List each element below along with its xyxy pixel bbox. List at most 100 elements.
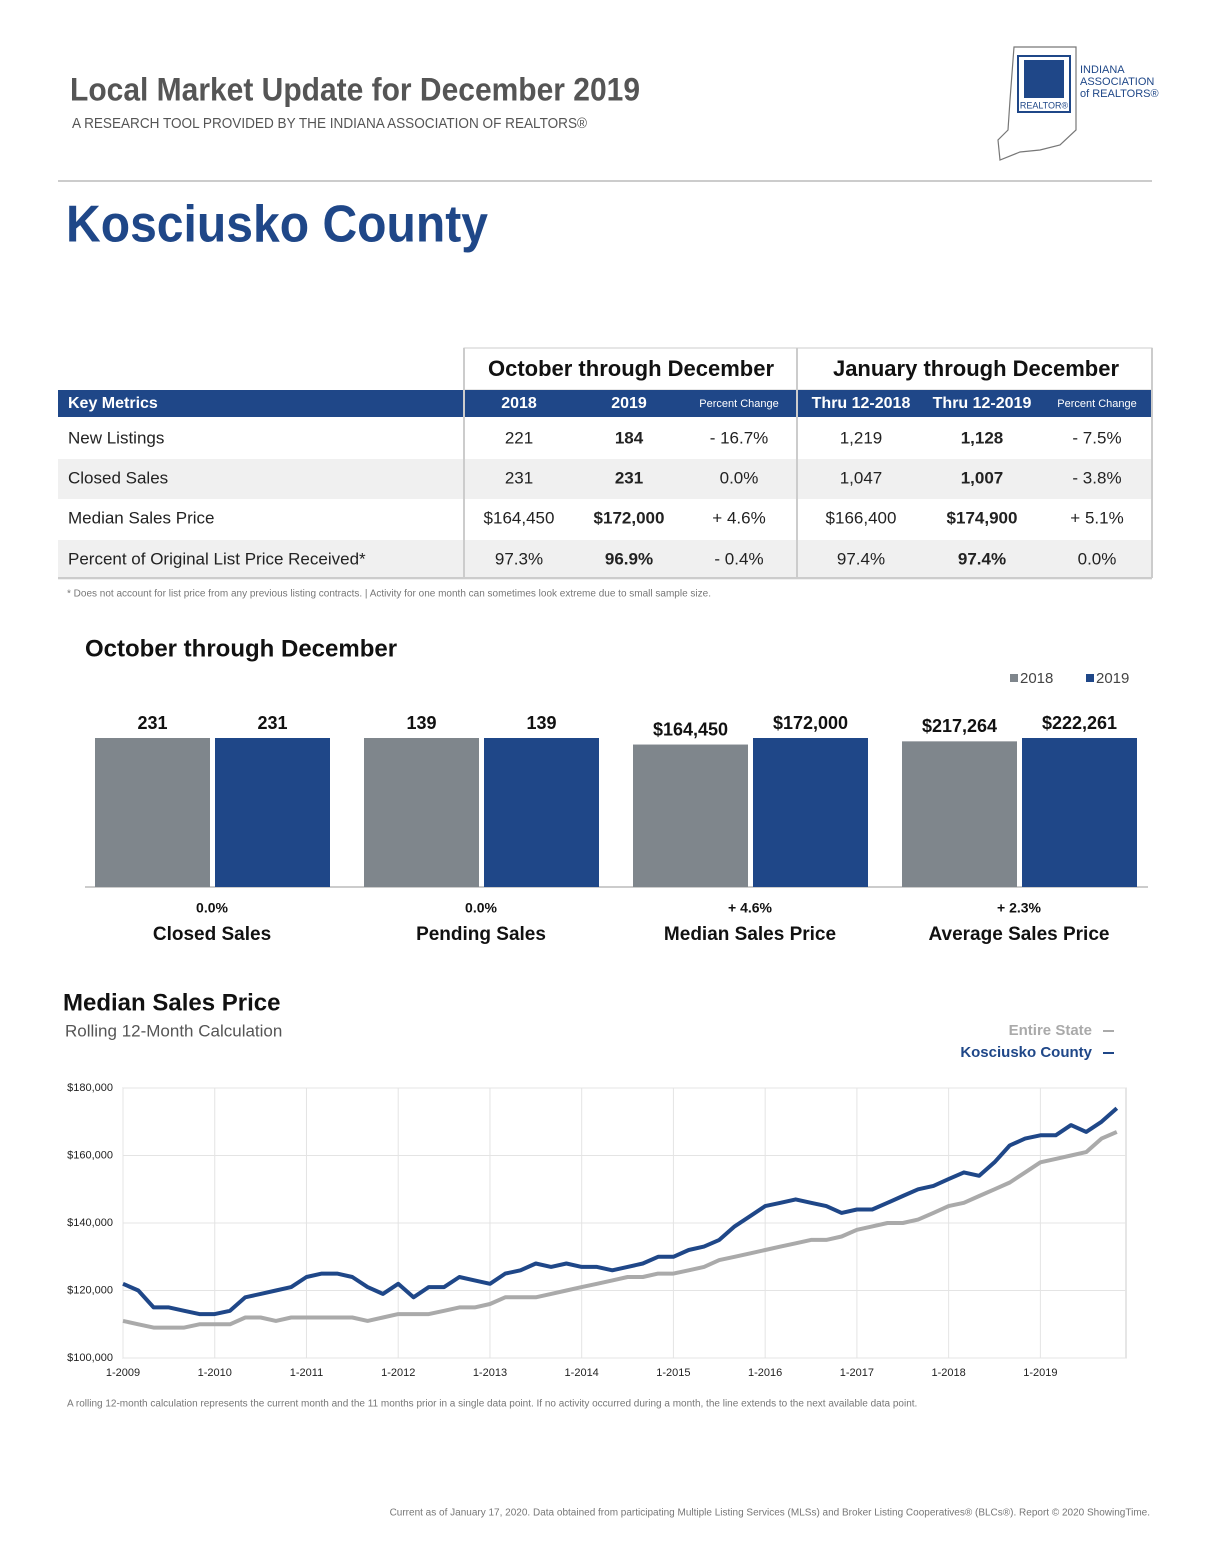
legend-swatch	[1086, 674, 1094, 682]
chart-title: Median Sales Price	[63, 989, 280, 1016]
bar-value-label: $172,000	[773, 713, 848, 733]
logo-outline	[997, 46, 1077, 161]
cell: - 7.5%	[1072, 428, 1121, 447]
x-tick-label: 1-2009	[106, 1367, 140, 1379]
county: Kosciusko County	[66, 196, 488, 254]
bar	[215, 738, 330, 887]
bar	[902, 741, 1017, 887]
change-label: 0.0%	[196, 900, 228, 916]
cell: 1,128	[961, 428, 1004, 447]
legend-label: 2018	[1020, 670, 1053, 687]
column-header: Percent Change	[699, 398, 779, 410]
group-header-box	[463, 347, 1153, 391]
column-header: Percent Change	[1057, 398, 1137, 410]
category-label: Average Sales Price	[929, 924, 1110, 945]
column-header: 2019	[611, 395, 647, 412]
cell: 1,007	[961, 468, 1004, 487]
cell: $172,000	[594, 508, 665, 527]
x-tick-label: 1-2010	[198, 1367, 232, 1379]
bar	[753, 738, 868, 887]
cell: New Listings	[68, 428, 164, 447]
x-tick-label: 1-2012	[381, 1367, 415, 1379]
logo: REALTOR® INDIANA ASSOCIATION of REALTORS…	[997, 46, 1159, 161]
footer: Current as of January 17, 2020. Data obt…	[390, 1508, 1150, 1519]
cell: $174,900	[947, 508, 1018, 527]
cell: 0.0%	[720, 468, 759, 487]
y-tick-label: $100,000	[67, 1352, 113, 1364]
logo-text: of REALTORS®	[1080, 88, 1159, 100]
cell: 221	[505, 428, 533, 447]
y-tick-label: $160,000	[67, 1149, 113, 1161]
cell: 97.3%	[495, 549, 543, 568]
legend-label: Entire State	[1009, 1022, 1092, 1039]
cell: $166,400	[826, 508, 897, 527]
category-label: Pending Sales	[416, 924, 546, 945]
cell: 1,219	[840, 428, 883, 447]
cell: 231	[505, 468, 533, 487]
footnote: * Does not account for list price from a…	[67, 589, 711, 600]
bar	[95, 738, 210, 887]
change-label: + 4.6%	[728, 900, 773, 916]
legend-swatch	[1010, 674, 1018, 682]
subtitle: A RESEARCH TOOL PROVIDED BY THE INDIANA …	[72, 115, 587, 132]
series-line	[122, 1106, 1119, 1317]
x-tick-label: 1-2011	[290, 1367, 323, 1379]
cell: Percent of Original List Price Received*	[68, 549, 366, 568]
row-shade	[58, 459, 1152, 499]
group-header: October through December	[488, 356, 774, 381]
change-label: 0.0%	[465, 900, 497, 916]
column-header: Key Metrics	[68, 395, 158, 412]
x-tick-label: 1-2013	[473, 1367, 507, 1379]
header-bar	[58, 390, 1152, 417]
legend-label: Kosciusko County	[960, 1044, 1092, 1061]
y-tick-label: $180,000	[67, 1082, 113, 1094]
logo-r	[1024, 60, 1064, 98]
x-tick-label: 1-2014	[565, 1367, 599, 1379]
bar-value-label: $217,264	[922, 716, 997, 736]
bar-value-label: 139	[406, 713, 436, 733]
cell: 184	[615, 428, 644, 447]
bar-value-label: $222,261	[1042, 713, 1117, 733]
cell: 1,047	[840, 468, 883, 487]
chart-subtitle: Rolling 12-Month Calculation	[65, 1021, 282, 1040]
chart-title: October through December	[85, 635, 397, 662]
cell: - 0.4%	[714, 549, 763, 568]
cell: - 3.8%	[1072, 468, 1121, 487]
logo-text: ASSOCIATION	[1080, 76, 1154, 88]
y-tick-label: $120,000	[67, 1284, 113, 1296]
title: Local Market Update for December 2019	[70, 71, 640, 107]
cell: 97.4%	[837, 549, 885, 568]
column-header: Thru 12-2018	[812, 395, 911, 412]
cell: Closed Sales	[68, 468, 168, 487]
cell: 0.0%	[1078, 549, 1117, 568]
bar-value-label: 231	[257, 713, 287, 733]
cell: Median Sales Price	[68, 508, 214, 527]
row-shade	[58, 540, 1152, 580]
cell: 231	[615, 468, 643, 487]
series-line	[122, 1130, 1118, 1330]
bar	[1022, 738, 1137, 887]
bar	[484, 738, 599, 887]
legend-label: 2019	[1096, 670, 1129, 687]
cell: 97.4%	[958, 549, 1006, 568]
cell: 96.9%	[605, 549, 653, 568]
column-header: Thru 12-2019	[933, 395, 1032, 412]
column-header: 2018	[501, 395, 537, 412]
bar-value-label: $164,450	[653, 719, 728, 739]
bar-value-label: 231	[137, 713, 167, 733]
cell: + 4.6%	[712, 508, 765, 527]
cell: + 5.1%	[1070, 508, 1123, 527]
x-tick-label: 1-2018	[932, 1367, 966, 1379]
category-label: Closed Sales	[153, 924, 271, 945]
category-label: Median Sales Price	[664, 924, 836, 945]
y-tick-label: $140,000	[67, 1217, 113, 1229]
cell: $164,450	[484, 508, 555, 527]
logo-text: INDIANA	[1080, 64, 1125, 76]
x-tick-label: 1-2019	[1023, 1367, 1057, 1379]
logo-mark: REALTOR®	[1020, 100, 1069, 110]
chart-note: A rolling 12-month calculation represent…	[67, 1399, 917, 1410]
change-label: + 2.3%	[997, 900, 1042, 916]
bar	[633, 744, 748, 887]
cell: - 16.7%	[710, 428, 769, 447]
x-tick-label: 1-2016	[748, 1367, 782, 1379]
